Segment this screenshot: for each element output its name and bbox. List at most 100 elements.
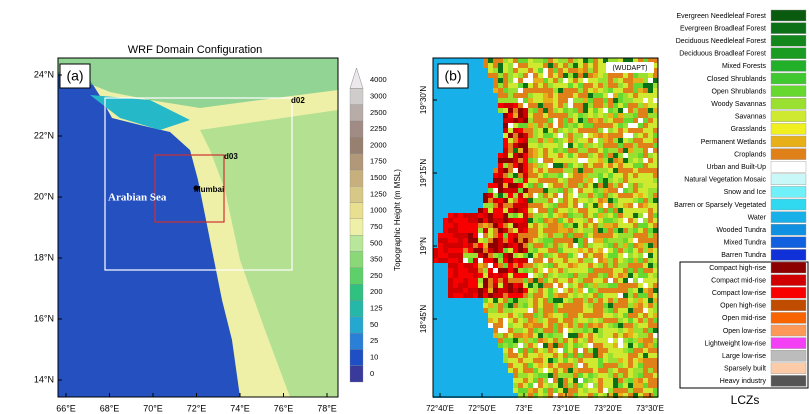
cell <box>563 218 568 223</box>
cell <box>463 133 468 138</box>
cell <box>518 323 523 328</box>
cell <box>538 308 543 313</box>
cell <box>453 363 458 368</box>
cell <box>533 223 538 228</box>
cell <box>483 288 488 293</box>
cell <box>563 328 568 333</box>
cell <box>493 83 498 88</box>
cell <box>583 198 588 203</box>
cell <box>483 343 488 348</box>
cell <box>618 388 623 393</box>
cell <box>588 343 593 348</box>
cell <box>498 173 503 178</box>
cell <box>618 123 623 128</box>
cell <box>508 178 513 183</box>
cell <box>638 128 643 133</box>
cell <box>558 333 563 338</box>
cell <box>623 248 628 253</box>
legend-swatch <box>770 47 807 59</box>
cell <box>643 303 648 308</box>
cell <box>468 283 473 288</box>
cell <box>558 383 563 388</box>
cell <box>648 173 653 178</box>
legend-label: Barren Tundra <box>721 252 766 259</box>
cell <box>633 293 638 298</box>
cell <box>518 228 523 233</box>
cell <box>563 198 568 203</box>
cell <box>438 253 443 258</box>
cell <box>503 263 508 268</box>
cell <box>523 378 528 383</box>
cell <box>463 318 468 323</box>
cell <box>558 353 563 358</box>
cell <box>583 273 588 278</box>
cell <box>513 273 518 278</box>
cell <box>538 193 543 198</box>
cell <box>648 363 653 368</box>
cell <box>438 148 443 153</box>
cell <box>648 383 653 388</box>
cell <box>568 338 573 343</box>
cell <box>563 73 568 78</box>
cell <box>563 203 568 208</box>
cell <box>453 268 458 273</box>
cell <box>568 368 573 373</box>
cell <box>623 88 628 93</box>
cell <box>433 178 438 183</box>
cell <box>653 308 658 313</box>
cell <box>583 268 588 273</box>
cell <box>433 333 438 338</box>
cell <box>553 263 558 268</box>
cell <box>463 248 468 253</box>
cell <box>503 373 508 378</box>
cell <box>438 228 443 233</box>
cell <box>453 388 458 393</box>
cell <box>613 313 618 318</box>
cell <box>593 348 598 353</box>
cell <box>458 198 463 203</box>
cell <box>508 373 513 378</box>
cell <box>508 318 513 323</box>
cell <box>533 258 538 263</box>
cell <box>623 228 628 233</box>
cell <box>513 248 518 253</box>
cell <box>503 123 508 128</box>
cell <box>468 233 473 238</box>
cell <box>528 283 533 288</box>
cell <box>643 93 648 98</box>
cell <box>593 378 598 383</box>
cell <box>578 218 583 223</box>
cell <box>613 243 618 248</box>
cell <box>483 93 488 98</box>
cell <box>628 173 633 178</box>
cell <box>643 133 648 138</box>
cell <box>628 308 633 313</box>
cell <box>588 313 593 318</box>
cell <box>518 163 523 168</box>
cell <box>588 353 593 358</box>
cell <box>533 133 538 138</box>
cell <box>618 83 623 88</box>
cell <box>603 68 608 73</box>
cell <box>518 153 523 158</box>
cell <box>433 388 438 393</box>
city-label: Mumbai <box>194 185 224 194</box>
cell <box>578 293 583 298</box>
cell <box>563 323 568 328</box>
cell <box>518 78 523 83</box>
cell <box>568 133 573 138</box>
cell <box>563 118 568 123</box>
cell <box>618 98 623 103</box>
cell <box>648 158 653 163</box>
cell <box>523 323 528 328</box>
cell <box>568 268 573 273</box>
cell <box>433 348 438 353</box>
cell <box>543 243 548 248</box>
cell <box>633 223 638 228</box>
cell <box>538 78 543 83</box>
colorbar-swatch <box>349 120 364 138</box>
cell <box>573 213 578 218</box>
cell <box>448 153 453 158</box>
cell <box>548 258 553 263</box>
cell <box>623 258 628 263</box>
